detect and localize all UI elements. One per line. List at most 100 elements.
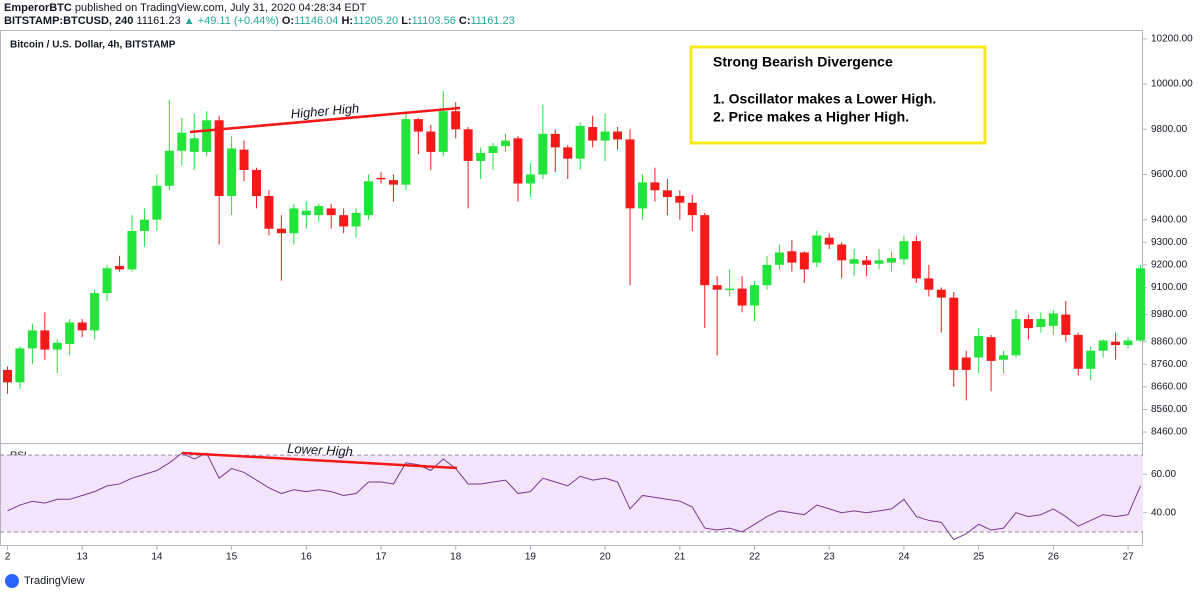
candle-body <box>588 127 598 141</box>
y-tick-label: 8860.00 <box>1151 336 1188 347</box>
candle-body <box>139 219 149 231</box>
note-line: 1. Oscillator makes a Lower High. <box>713 91 936 107</box>
y-tick-label: 10200.00 <box>1151 34 1193 45</box>
candle-body <box>550 133 560 148</box>
y-tick-label: 60.00 <box>1151 469 1176 480</box>
candle-body <box>227 148 237 196</box>
candle-body <box>276 228 286 234</box>
candle-body <box>712 285 722 290</box>
candle-body <box>874 260 884 264</box>
ohlc-value: 11205.20 <box>353 15 398 27</box>
candle-body <box>600 131 610 141</box>
annotation: Higher High <box>290 100 360 121</box>
candle-body <box>214 120 224 196</box>
candle-body <box>476 153 486 161</box>
candle-body <box>251 169 261 196</box>
candle-body <box>637 182 647 209</box>
candle-body <box>102 268 112 294</box>
candle-body <box>239 149 249 170</box>
candle-body <box>563 147 573 159</box>
y-tick-label: 10000.00 <box>1151 79 1193 90</box>
candle-body <box>152 185 162 220</box>
ohlc-value: 11103.56 <box>412 15 456 27</box>
candle-body <box>837 244 847 261</box>
candle-body <box>787 251 797 263</box>
candle-body <box>737 288 747 306</box>
candle-body <box>1036 319 1046 327</box>
note-line: 2. Price makes a Higher High. <box>713 109 909 125</box>
ohlc-value: 11161.23 <box>471 15 515 27</box>
last-price: 11161.23 <box>136 15 180 27</box>
candle-body <box>451 111 461 130</box>
candle-body <box>575 125 585 159</box>
candle-body <box>700 215 710 286</box>
candle-body <box>625 139 635 209</box>
trend-line <box>181 451 458 470</box>
publisher: EmperorBTC <box>4 2 72 14</box>
candle-body <box>164 150 174 186</box>
x-tick-label: 15 <box>226 552 238 563</box>
candle-body <box>774 252 784 265</box>
candle-body <box>961 357 971 370</box>
candle-body <box>388 180 398 185</box>
candle-body <box>27 330 37 349</box>
candle-body <box>413 119 423 132</box>
candle-body <box>949 297 959 370</box>
brand: TradingView <box>24 575 85 587</box>
candle-body <box>351 212 361 227</box>
x-tick-label: 18 <box>450 552 462 563</box>
x-tick-label: 26 <box>1048 552 1060 563</box>
candle-body <box>1098 340 1108 351</box>
candle-body <box>1136 268 1146 341</box>
ohlc-key: C: <box>459 15 471 27</box>
x-tick-label: 13 <box>77 552 89 563</box>
annotation: Lower High <box>287 441 353 459</box>
ohlc-value: 11146.04 <box>294 15 338 27</box>
y-tick-label: 8980.00 <box>1151 309 1188 320</box>
candle-body <box>662 190 672 198</box>
y-tick-label: 9400.00 <box>1151 214 1188 225</box>
x-tick-label: 21 <box>674 552 686 563</box>
candle-body <box>488 146 498 154</box>
candle-body <box>999 355 1009 360</box>
candle-body <box>1011 319 1021 356</box>
candle-body <box>924 278 934 290</box>
candle-body <box>376 177 386 180</box>
candle-body <box>2 369 12 383</box>
marks-layer: 2 13 14 15 16 17 18 19 20 21 22 23 24 25 26 27 10200.00 1… <box>2 34 1193 563</box>
candle-body <box>986 337 996 361</box>
trend-line <box>189 106 461 134</box>
x-tick-label: 16 <box>301 552 313 563</box>
candle-body <box>77 322 87 331</box>
ohlc-key: H: <box>341 15 353 27</box>
candle-body <box>1061 314 1071 335</box>
candle-body <box>1073 334 1083 369</box>
x-tick-label: 25 <box>973 552 985 563</box>
x-tick-label: 17 <box>375 552 387 563</box>
y-tick-label: 8760.00 <box>1151 359 1188 370</box>
candle-body <box>314 206 324 216</box>
candle-body <box>812 235 822 263</box>
candle-body <box>1111 341 1121 346</box>
rsi-band <box>1 455 1143 532</box>
candle-body <box>438 111 448 152</box>
x-tick-label: 22 <box>749 552 761 563</box>
header-line-1: EmperorBTC published on TradingView.com,… <box>4 2 367 14</box>
x-tick-label: 14 <box>151 552 163 563</box>
candle-body <box>52 342 62 350</box>
candle-body <box>538 133 548 175</box>
candle-body <box>501 140 511 147</box>
candle-body <box>1123 340 1133 346</box>
change: ▲ +49.11 (+0.44%) <box>184 15 279 27</box>
candle-body <box>1048 313 1058 326</box>
candle-body <box>899 241 909 260</box>
candle-body <box>289 208 299 234</box>
candle-body <box>650 182 660 191</box>
candle-body <box>40 330 50 350</box>
x-tick-label: 23 <box>824 552 836 563</box>
y-tick-label: 8660.00 <box>1151 382 1188 393</box>
symbol: BITSTAMP:BTCUSD, 240 <box>4 15 133 27</box>
candle-body <box>364 181 374 216</box>
candle-body <box>115 265 125 270</box>
